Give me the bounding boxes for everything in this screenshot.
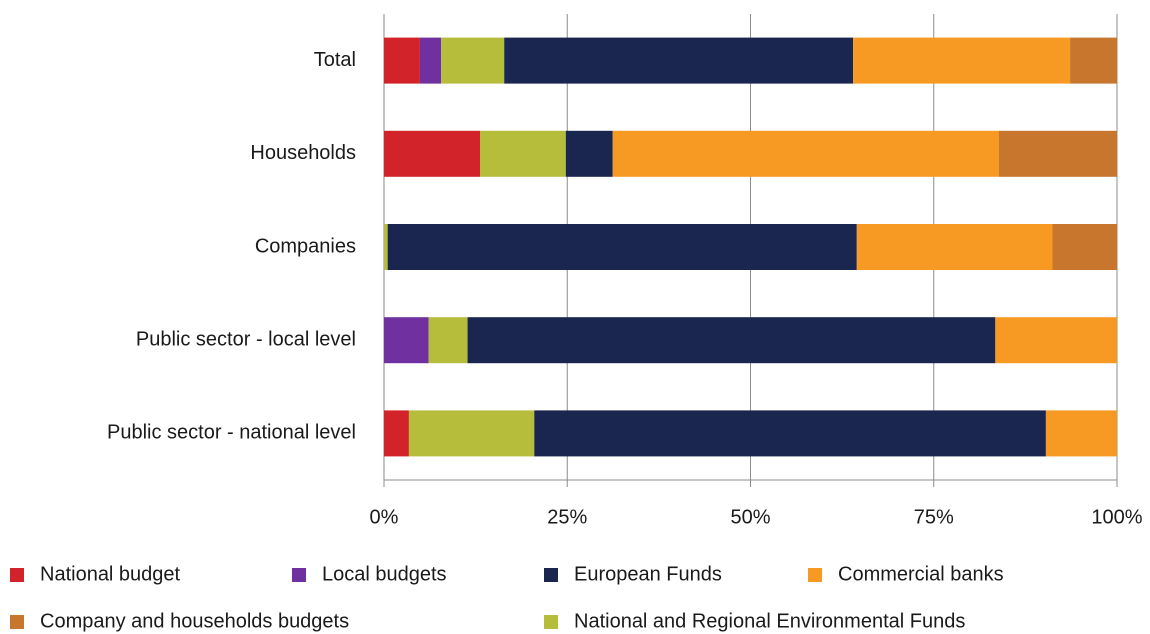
legend-swatch xyxy=(544,568,558,582)
bar-segment xyxy=(428,317,468,364)
bar-segment xyxy=(467,317,996,364)
bar-segment xyxy=(565,130,613,177)
bar-segment xyxy=(534,410,1046,457)
legend-label: Local budgets xyxy=(322,563,447,585)
y-tick-label: Public sector - local level xyxy=(136,328,356,350)
bar-segment xyxy=(480,130,566,177)
bar-segment xyxy=(853,37,1071,84)
bar-segment xyxy=(856,224,1053,270)
x-tick-label: 0% xyxy=(370,506,399,528)
x-tick-label: 50% xyxy=(730,506,770,528)
bar-segment xyxy=(384,224,388,270)
bar-segment xyxy=(384,317,429,364)
legend-swatch xyxy=(808,568,822,582)
bar-segment xyxy=(504,37,854,84)
bar-segment xyxy=(441,37,505,84)
x-tick-label: 75% xyxy=(914,506,954,528)
legend-label: National budget xyxy=(40,563,181,585)
bar-segment xyxy=(384,410,409,457)
legend-swatch xyxy=(292,568,306,582)
y-tick-label: Public sector - national level xyxy=(107,422,356,444)
bar-segment xyxy=(387,224,857,270)
legend-swatch xyxy=(544,615,558,629)
y-tick-label: Households xyxy=(250,142,356,164)
bar-segment xyxy=(1045,410,1117,457)
bar-segment xyxy=(1052,224,1117,270)
bar-segment xyxy=(384,37,420,84)
legend-label: National and Regional Environmental Fund… xyxy=(574,610,965,632)
bar-segment xyxy=(612,130,999,177)
legend-label: European Funds xyxy=(574,563,722,585)
x-tick-label: 25% xyxy=(547,506,587,528)
legend-label: Commercial banks xyxy=(838,563,1004,585)
legend-swatch xyxy=(10,568,24,582)
y-tick-label: Companies xyxy=(255,235,356,257)
bar-segment xyxy=(1070,37,1117,84)
bar-segment xyxy=(408,410,535,457)
bar-segment xyxy=(384,130,481,177)
bar-segment xyxy=(995,317,1117,364)
legend-label: Company and households budgets xyxy=(40,610,349,632)
bar-segment xyxy=(419,37,442,84)
bar-segment xyxy=(998,130,1117,177)
legend-swatch xyxy=(10,615,24,629)
y-tick-label: Total xyxy=(314,49,356,71)
x-tick-label: 100% xyxy=(1091,506,1142,528)
